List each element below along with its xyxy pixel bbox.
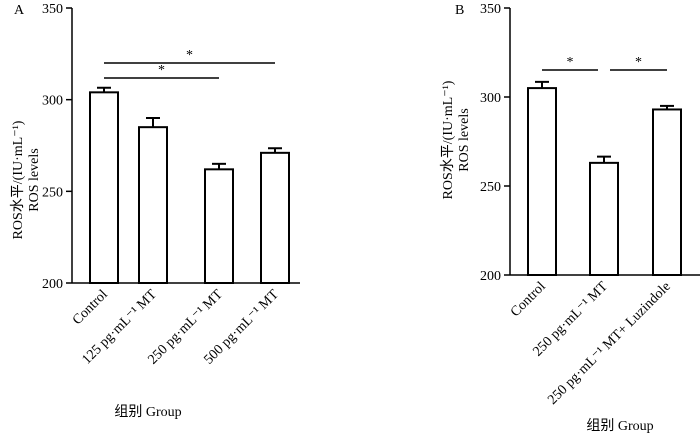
panel-b-category-label: 250 pg·mL⁻¹ MT+ Luzindole	[545, 279, 674, 408]
panel-b-bar	[527, 87, 557, 276]
panel-a-y-tick-label: 200	[42, 277, 63, 292]
panel-a-y-tick-label: 250	[42, 185, 63, 200]
panel-b-y-tick-label: 350	[480, 2, 501, 17]
panel-b-significance-star: *	[635, 55, 642, 70]
panel-b-ylabel-line2: ROS levels	[457, 108, 472, 171]
panel-a-significance-star: *	[186, 48, 193, 63]
panel-b-y-tick-label: 250	[480, 180, 501, 195]
panel-a-bar	[260, 151, 290, 284]
panel-b-ylabel-line1: ROS水平/(IU·mL⁻¹)	[440, 80, 456, 199]
panel-b-category-label: Control	[508, 279, 549, 320]
panel-b-letter: B	[455, 3, 464, 18]
panel-a-letter: A	[14, 3, 25, 18]
panel-a-ylabel-line1: ROS水平/(IU·mL⁻¹)	[10, 120, 26, 239]
panel-b-significance-star: *	[567, 55, 574, 70]
panel-a-y-tick-label: 350	[42, 2, 63, 17]
panel-a-bar	[138, 126, 168, 284]
panel-a-xlabel: 组别 Group	[114, 404, 181, 420]
panel-a-category-label: Control	[70, 287, 111, 328]
panel-a-ylabel-line2: ROS levels	[27, 148, 42, 211]
panel-b: B ROS水平/(IU·mL⁻¹) ROS levels 200 250 300 35…	[440, 2, 700, 434]
panel-a-bar	[204, 168, 234, 284]
panel-b-bar	[652, 108, 682, 276]
panel-a: A ROS水平/(IU·mL⁻¹) ROS levels 200 250 300 35…	[10, 2, 300, 420]
panel-a-significance-star: *	[158, 63, 165, 78]
panel-a-bar	[89, 91, 119, 285]
panel-a-y-tick-label: 300	[42, 94, 63, 109]
panel-b-bar	[589, 161, 619, 276]
panel-b-y-tick-label: 200	[480, 269, 501, 284]
panel-b-y-tick-label: 300	[480, 91, 501, 106]
panel-b-xlabel: 组别 Group	[586, 418, 653, 434]
